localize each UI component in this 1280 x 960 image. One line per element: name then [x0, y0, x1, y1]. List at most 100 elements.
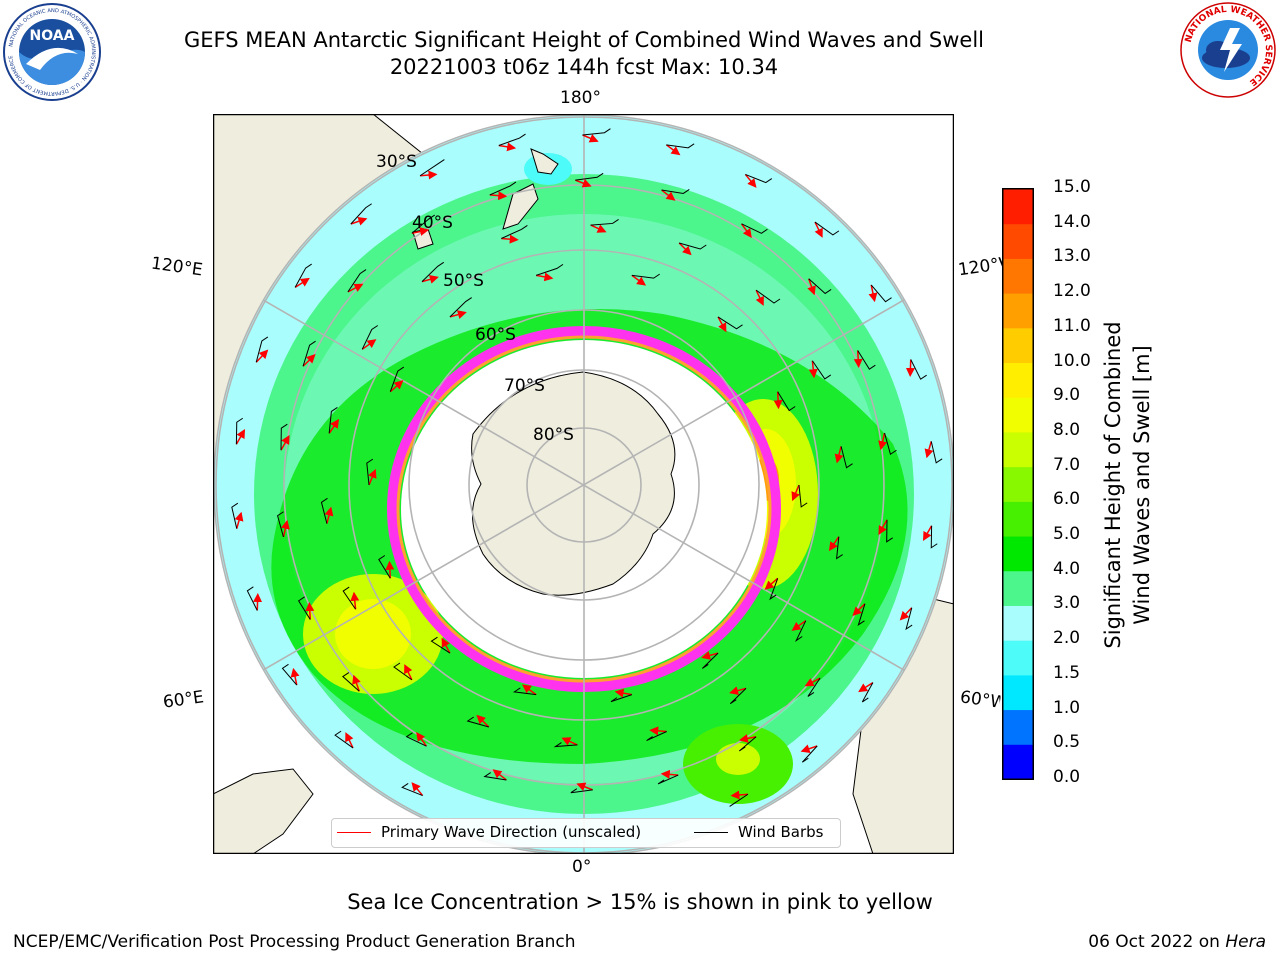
- wave-direction-arrow: [614, 688, 632, 698]
- wind-barb: [910, 359, 927, 380]
- colorbar-band: [1003, 640, 1033, 676]
- colorbar-tick-label: 3.0: [1053, 593, 1081, 614]
- wind-barb: [930, 441, 943, 464]
- wave-direction-arrow: [421, 275, 439, 284]
- wind-barb: [421, 261, 445, 282]
- wave-direction-arrow: [419, 170, 438, 180]
- wave-direction-arrow: [501, 234, 519, 244]
- wind-barb: [328, 407, 338, 434]
- wave-direction-arrow: [234, 511, 244, 529]
- wind-barb: [255, 336, 269, 363]
- wind-barb: [590, 219, 619, 226]
- wind-barb: [930, 525, 938, 549]
- wind-barb: [347, 269, 367, 293]
- wind-barb: [666, 143, 695, 149]
- lon-label-60e: 60°E: [161, 687, 206, 713]
- wave-direction-arrow: [858, 681, 874, 693]
- lon-label-60w: 60°W: [958, 687, 1002, 713]
- wave-direction-arrow: [791, 620, 807, 631]
- wind-barb: [342, 672, 360, 692]
- wind-barb: [884, 432, 897, 456]
- wave-direction-arrow: [324, 506, 334, 524]
- wind-barb: [378, 555, 391, 579]
- colorbar-tick-label: 1.0: [1053, 697, 1081, 718]
- wind-barb: [794, 620, 807, 642]
- colorbar-tick-label: 7.0: [1053, 454, 1081, 475]
- wave-direction-arrow: [924, 441, 934, 459]
- sea-ice-note: Sea Ice Concentration > 15% is shown in …: [347, 890, 933, 914]
- wave-direction-arrow: [899, 607, 913, 621]
- wave-direction-arrow: [347, 283, 364, 293]
- map-legend: Primary Wave Direction (unscaled) Wind B…: [331, 818, 841, 848]
- lat-label-80s: 80°S: [533, 425, 574, 445]
- lon-label-180: 180°: [560, 88, 601, 108]
- wind-barb: [350, 203, 372, 225]
- wave-direction-arrow: [755, 289, 764, 306]
- wind-barb: [246, 586, 258, 611]
- wave-direction-arrow: [729, 686, 747, 695]
- wave-direction-arrow: [385, 560, 395, 579]
- colorbar-band: [1003, 293, 1033, 329]
- wave-direction-arrow: [773, 391, 783, 410]
- wind-barb: [553, 742, 578, 748]
- wave-direction-arrow: [905, 359, 915, 378]
- colorbar-tick-label: 8.0: [1053, 419, 1081, 440]
- wind-barb: [334, 730, 354, 749]
- wave-direction-arrow: [281, 519, 290, 538]
- wind-barb: [419, 159, 445, 177]
- wave-direction-arrow: [661, 189, 676, 201]
- colorbar-band: [1003, 605, 1033, 641]
- lat-label-30s: 30°S: [376, 152, 417, 172]
- black-line-icon: [694, 832, 728, 833]
- wave-direction-arrow: [368, 468, 377, 486]
- wind-barb: [646, 731, 667, 742]
- wave-direction-arrow: [536, 272, 554, 282]
- wave-direction-arrow: [352, 674, 361, 692]
- lat-label-60s: 60°S: [475, 325, 516, 345]
- wave-direction-arrow: [576, 782, 593, 791]
- wave-direction-arrow: [814, 221, 823, 238]
- wind-barb: [512, 687, 537, 696]
- wave-direction-arrow: [404, 664, 413, 681]
- wave-direction-arrow: [764, 577, 779, 590]
- colorbar-tick-label: 2.0: [1053, 628, 1081, 649]
- wind-barb: [755, 289, 781, 304]
- wind-barb: [281, 663, 298, 686]
- nws-logo: NATIONAL WEATHER SERVICE: [1180, 2, 1276, 98]
- wave-direction-arrow: [235, 429, 246, 445]
- wind-barb: [840, 446, 853, 469]
- wave-direction-arrow: [807, 278, 816, 296]
- colorbar-tick-label: 5.0: [1053, 524, 1081, 545]
- wave-direction-arrow: [590, 224, 607, 233]
- wave-direction-arrow: [416, 731, 428, 747]
- wind-barb: [807, 677, 821, 697]
- colorbar-tick-label: 10.0: [1053, 350, 1091, 371]
- wave-direction-arrow: [290, 667, 300, 686]
- wind-barb: [501, 225, 528, 239]
- wave-direction-arrow: [744, 173, 757, 188]
- wave-direction-arrow: [441, 637, 451, 654]
- wind-barb: [814, 221, 840, 236]
- colorbar-band: [1003, 709, 1033, 745]
- wind-barb: [582, 128, 611, 136]
- wind-barb: [393, 662, 413, 681]
- wave-direction-arrow: [498, 142, 517, 152]
- wind-barb: [801, 745, 818, 763]
- wind-barb: [361, 325, 379, 350]
- wind-barb: [886, 519, 893, 543]
- wave-direction-arrow: [361, 339, 377, 350]
- wind-barb: [280, 423, 288, 451]
- wind-barb: [302, 340, 316, 367]
- wave-direction-arrow: [294, 277, 310, 289]
- wave-direction-arrows: [231, 128, 943, 807]
- colorbar-band: [1003, 327, 1033, 364]
- polar-map: 30°S 40°S 50°S 60°S 70°S 80°S: [213, 114, 954, 854]
- wave-direction-arrow: [828, 536, 840, 552]
- wave-direction-arrow: [678, 242, 692, 256]
- wave-direction-arrow: [328, 418, 340, 434]
- wave-direction-arrow: [492, 769, 507, 781]
- wave-direction-arrow: [411, 227, 430, 236]
- wave-direction-arrow: [717, 316, 727, 333]
- colorbar-tick-label: 0.5: [1053, 732, 1081, 753]
- wave-direction-arrow: [476, 714, 490, 728]
